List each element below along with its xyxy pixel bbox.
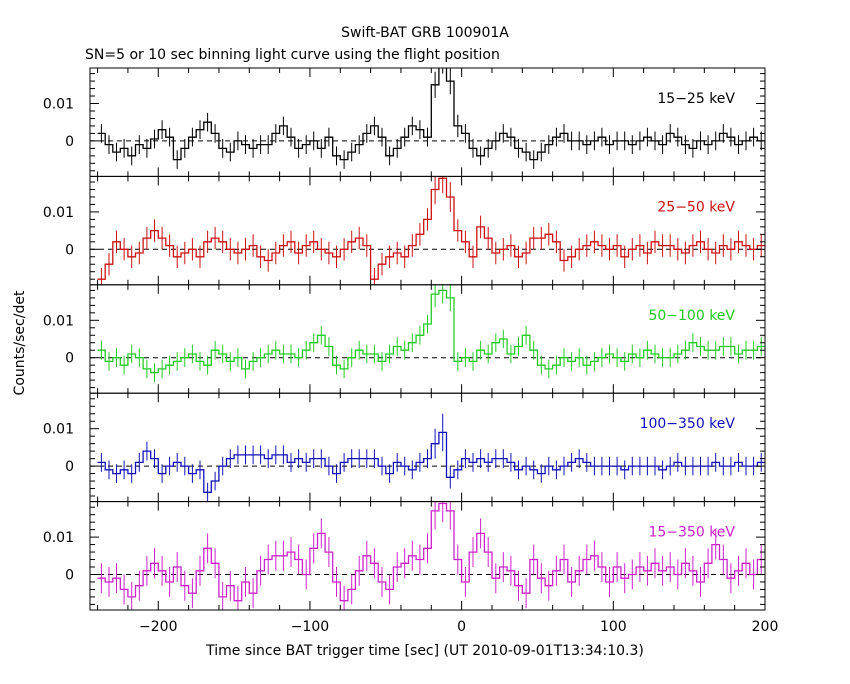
series-group — [97, 284, 765, 382]
y-axis-label: Counts/sec/det — [12, 290, 28, 395]
panel-5: 0 0.01 15−350 keV −200 −100 0 100 200 — [43, 501, 779, 635]
chart-title: Swift-BAT GRB 100901A — [341, 25, 509, 41]
series-line — [97, 68, 765, 161]
panel-label: 25−50 keV — [657, 199, 735, 215]
series-line — [97, 431, 765, 493]
x-tick-label: 100 — [600, 619, 627, 635]
series-line — [97, 502, 765, 602]
panel-label: 100−350 keV — [640, 416, 736, 432]
series-line — [97, 177, 765, 280]
x-tick-label: 200 — [752, 619, 779, 635]
y-tick-label: 0 — [65, 134, 74, 150]
y-tick-label: 0.01 — [43, 422, 74, 438]
y-tick-label: 0 — [65, 351, 74, 367]
y-tick-label: 0.01 — [43, 530, 74, 546]
y-tick-label: 0 — [65, 567, 74, 583]
y-tick-label: 0.01 — [43, 97, 74, 113]
panel-2: 0 0.01 25−50 keV — [43, 175, 766, 286]
x-axis-label: Time since BAT trigger time [sec] (UT 20… — [205, 643, 644, 659]
y-tick-label: 0.01 — [43, 313, 74, 329]
panel-label: 15−25 keV — [657, 91, 735, 107]
panel-3: 0 0.01 50−100 keV — [43, 284, 766, 394]
chart-subtitle: SN=5 or 10 sec binning light curve using… — [85, 47, 500, 63]
panel-4: 0 0.01 100−350 keV — [43, 392, 766, 503]
y-tick-label: 0 — [65, 242, 74, 258]
x-tick-label: −100 — [291, 619, 329, 635]
x-tick-label: 0 — [457, 619, 466, 635]
panels-group: 0 0.01 15−25 keV 0 0.01 25−50 keV 0 0.01 50−100 … — [43, 67, 779, 635]
panel-label: 15−350 keV — [648, 525, 735, 541]
series-line — [97, 289, 765, 374]
series-group — [97, 176, 765, 285]
panel-frame — [89, 501, 766, 611]
series-group — [97, 501, 765, 611]
panel-label: 50−100 keV — [648, 308, 735, 324]
series-group — [97, 413, 765, 502]
series-group — [97, 68, 765, 169]
y-tick-label: 0.01 — [43, 205, 74, 221]
x-tick-label: −200 — [139, 619, 177, 635]
y-tick-label: 0 — [65, 459, 74, 475]
